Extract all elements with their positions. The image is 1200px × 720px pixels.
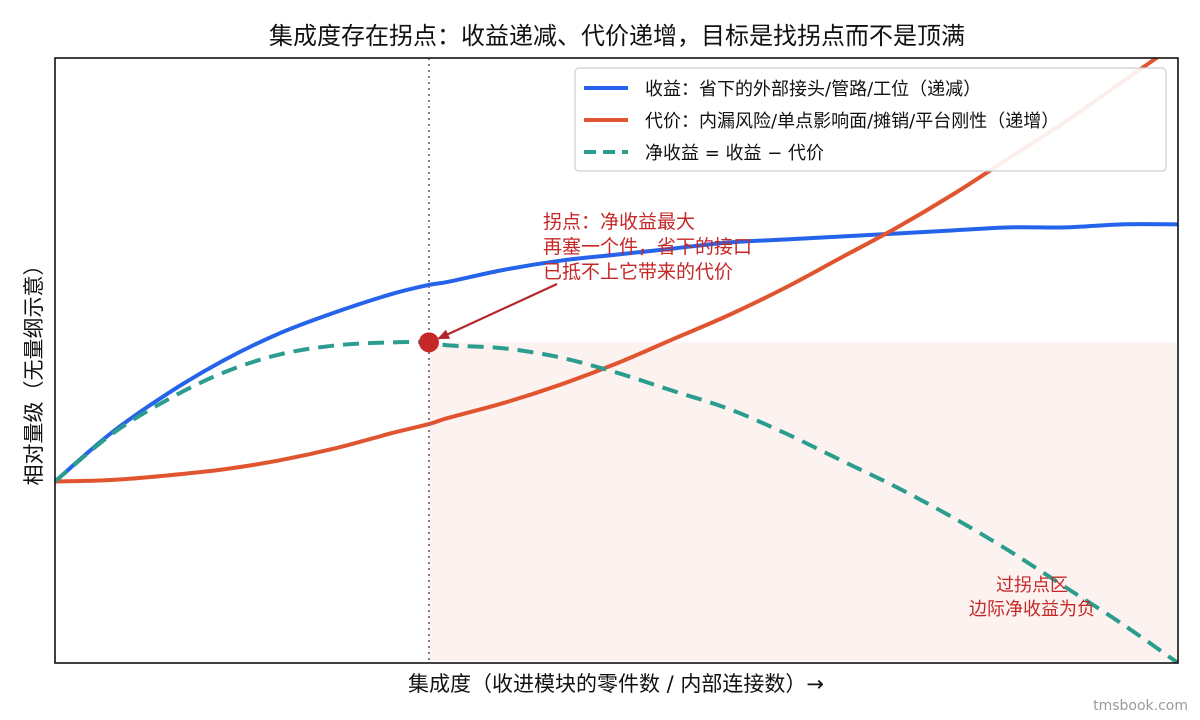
chart-title: 集成度存在拐点：收益递减、代价递增，目标是找拐点而不是顶满	[269, 22, 965, 50]
y-axis-label: 相对量级（无量纲示意）	[22, 255, 46, 486]
watermark: tmsbook.com	[1093, 698, 1188, 714]
annotation-line-2: 再塞一个件，省下的接口	[543, 236, 752, 258]
post-peak-zone	[428, 342, 1179, 661]
legend-label-cost: 代价：内漏风险/单点影响面/摊销/平台刚性（递增）	[645, 111, 1059, 132]
annotation-line-1: 拐点：净收益最大	[543, 211, 695, 233]
net-benefit-line	[55, 339, 1178, 663]
legend-label-benefit: 收益：省下的外部接头/管路/工位（递减）	[645, 79, 981, 100]
peak-point	[418, 332, 439, 353]
zone-label-line-2: 边际净收益为负	[969, 599, 1095, 620]
legend-label-net: 净收益 = 收益 − 代价	[645, 143, 824, 164]
annotation-line-3: 已抵不上它带来的代价	[543, 261, 733, 283]
plot-frame	[54, 57, 1179, 664]
x-axis-label: 集成度（收进模块的零件数 / 内部连接数）→	[408, 672, 824, 696]
legend: 收益：省下的外部接头/管路/工位（递减） 代价：内漏风险/单点影响面/摊销/平台…	[574, 67, 1167, 172]
annotation-arrow	[437, 283, 558, 340]
benefit-line	[55, 222, 1178, 484]
zone-label-line-1: 过拐点区	[996, 575, 1068, 596]
legend-box	[574, 67, 1167, 172]
